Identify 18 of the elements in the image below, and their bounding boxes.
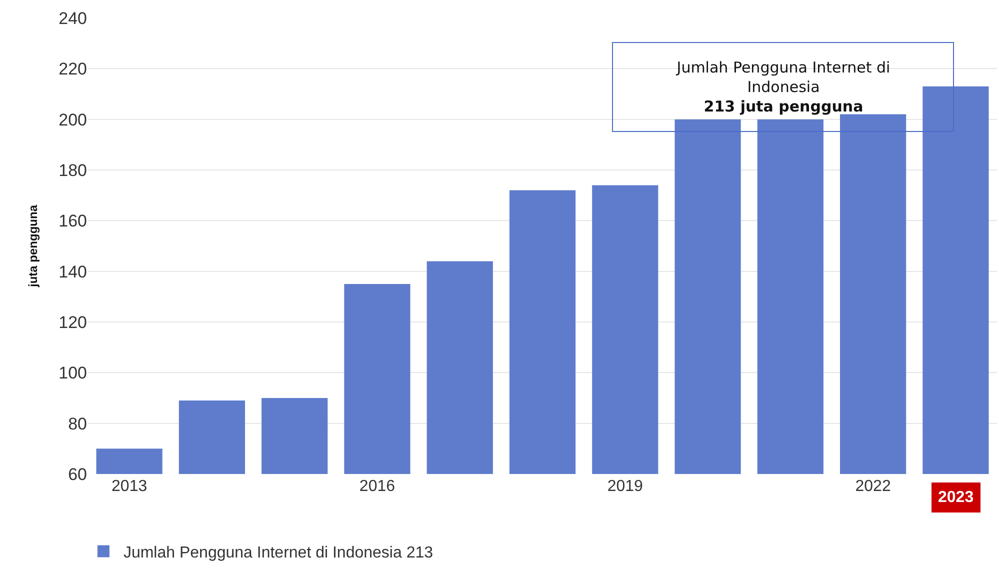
y-tick-label: 200 [58,110,87,130]
y-tick-label: 160 [58,212,87,231]
y-tick-label: 60 [68,464,87,484]
y-tick-label: 120 [58,312,87,332]
y-axis-title: juta pengguna [26,204,40,288]
y-tick-label: 140 [58,262,87,282]
annotation: Jumlah Pengguna Internet di Indonesia 213 juta pengguna [676,58,890,116]
x-tick-label: 2013 [112,478,148,495]
legend-label: Jumlah Pengguna Internet di Indonesia 213 [123,544,434,562]
x-tick-label: 2019 [607,478,644,495]
y-tick-label: 240 [58,8,87,28]
x-tick-label: 2023 [938,489,974,506]
x-tick-label: 2016 [359,478,396,495]
y-tick-label: 80 [68,414,87,434]
y-tick-label: 100 [58,364,87,383]
y-tick-label: 220 [58,60,87,79]
x-tick-label: 2022 [855,478,891,495]
y-tick-label: 180 [58,160,87,180]
